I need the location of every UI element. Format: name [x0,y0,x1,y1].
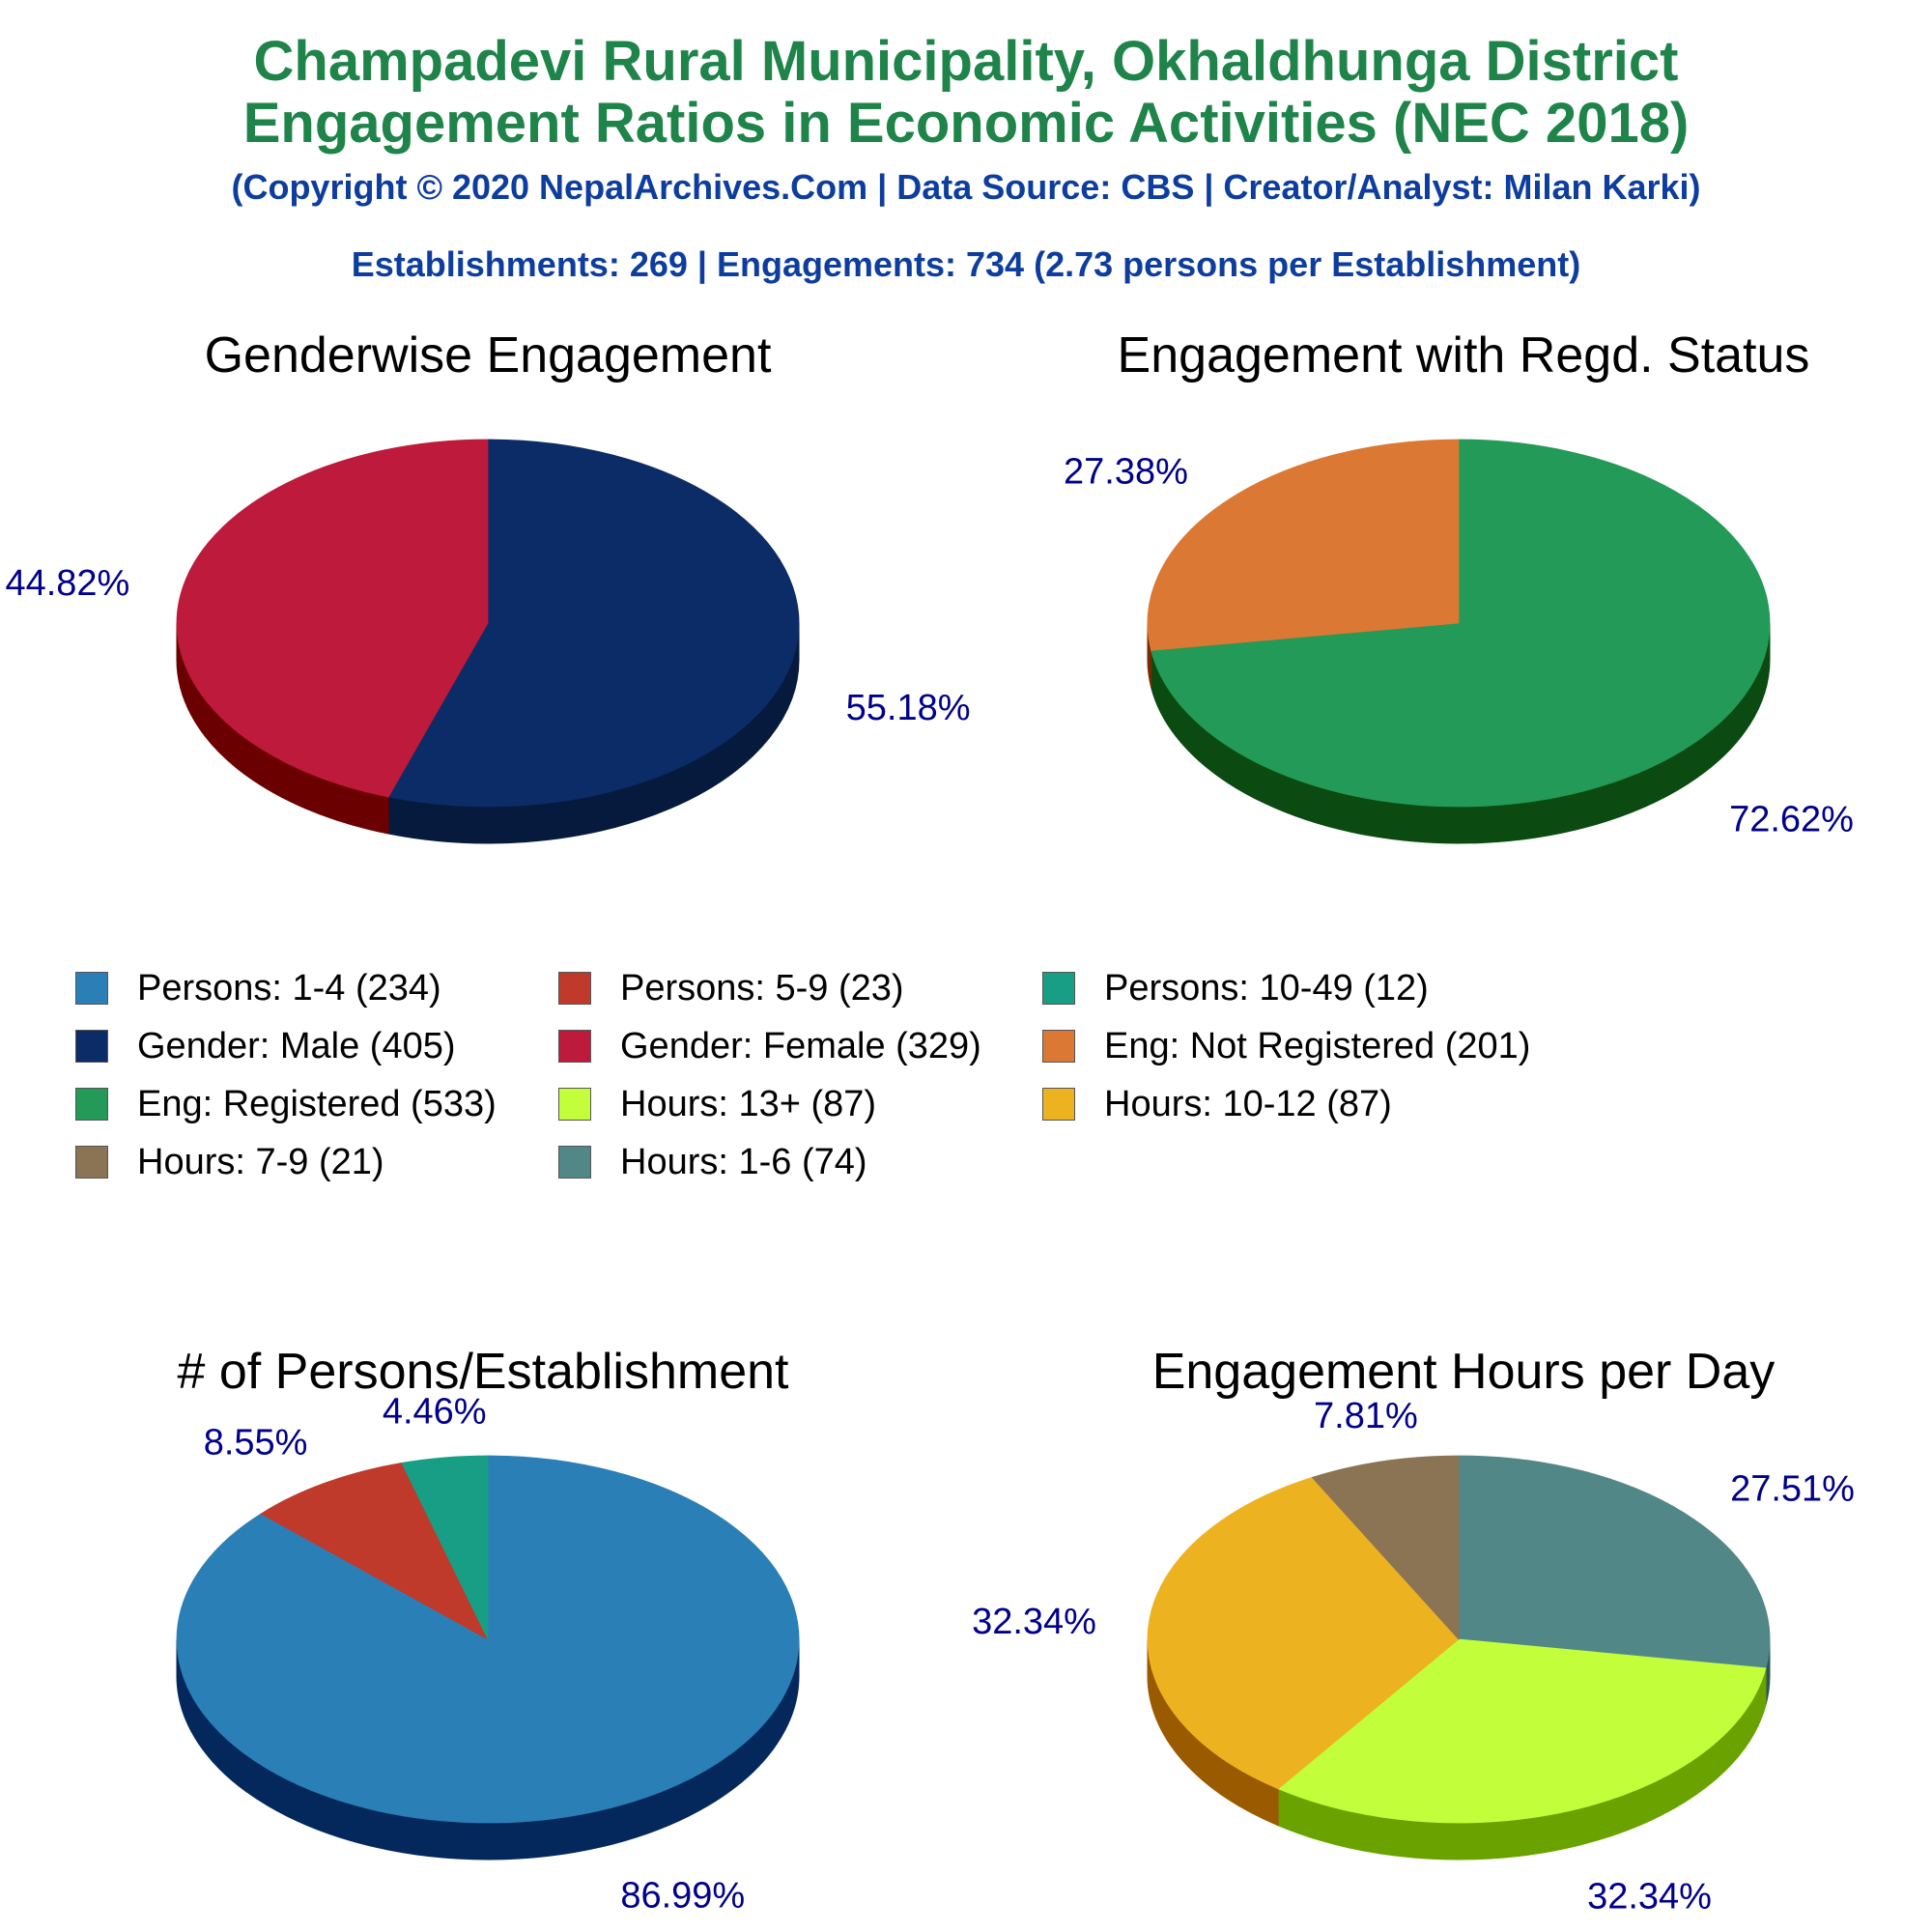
pie-percent-label: 55.18% [846,688,971,728]
pie-percent-label: 44.82% [5,563,129,604]
pie-slice-hours-10-12 [1147,1476,1460,1790]
pie-slice-gender-female [176,439,489,798]
legend-item: Gender: Male (405) [75,1022,456,1070]
legend-item: Hours: 1-6 (74) [558,1138,867,1186]
pie-percent-label: 32.34% [972,1602,1096,1642]
summary-line: Establishments: 269 | Engagements: 734 (… [351,244,1581,284]
pie-title: # of Persons/Establishment [178,1344,790,1400]
pie-slice-hours-7-9 [1311,1455,1460,1641]
legend-swatch [558,1146,591,1179]
legend-label: Hours: 7-9 (21) [137,1141,384,1182]
legend-item: Gender: Female (329) [558,1022,981,1070]
pie-percent-label: 8.55% [204,1423,308,1463]
pie-slice-hours-13 [1277,1638,1767,1824]
legend-item: Hours: 13+ (87) [558,1080,876,1128]
legend-label: Hours: 1-6 (74) [620,1141,867,1182]
legend-item: Persons: 5-9 (23) [558,964,904,1012]
pie-slice-persons-5-9 [260,1462,489,1640]
legend-label: Persons: 5-9 (23) [620,967,904,1009]
legend-swatch [1042,1088,1075,1121]
legend-swatch [75,1146,108,1179]
chart-title-line2: Engagement Ratios in Economic Activities… [242,92,1690,155]
legend-swatch [1042,972,1075,1005]
legend-item: Hours: 10-12 (87) [1042,1080,1392,1128]
legend-swatch [75,972,108,1005]
legend-item: Eng: Registered (533) [75,1080,497,1128]
pie-chart-of-persons-establishment: # of Persons/Establishment 86.99% 8.55% 4.4… [176,1344,800,1917]
legend-swatch [558,1030,591,1063]
pie-title: Engagement Hours per Day [1152,1344,1776,1400]
legend-swatch [75,1088,108,1121]
pie-title: Engagement with Regd. Status [1118,327,1810,384]
pie-slice-eng-not-registered [1147,439,1460,651]
pie-percent-label: 27.51% [1730,1468,1855,1509]
legend-item: Persons: 1-4 (234) [75,964,441,1012]
legend-label: Hours: 10-12 (87) [1104,1083,1392,1124]
pie-chart-engagement-with-regd-status: Engagement with Regd. Status 72.62% 27.38% [1064,327,1854,844]
pie-percent-label: 86.99% [620,1876,745,1917]
legend-swatch [558,1088,591,1121]
legend-swatch [75,1030,108,1063]
legend-label: Persons: 1-4 (234) [137,967,441,1009]
legend-swatch [1042,1030,1075,1063]
legend-item: Hours: 7-9 (21) [75,1138,384,1186]
legend-label: Gender: Male (405) [137,1025,456,1066]
legend-label: Persons: 10-49 (12) [1104,967,1429,1009]
chart-title-line1: Champadevi Rural Municipality, Okhaldhun… [253,30,1679,93]
pie-title: Genderwise Engagement [205,327,772,384]
legend-label: Gender: Female (329) [620,1025,981,1066]
legend-item: Eng: Not Registered (201) [1042,1022,1530,1070]
copyright-note: (Copyright © 2020 NepalArchives.Com | Da… [231,167,1701,207]
pie-percent-label: 7.81% [1314,1396,1418,1436]
pie-slice-hours-1-6 [1458,1455,1771,1669]
legend-item: Persons: 10-49 (12) [1042,964,1429,1012]
pie-slice-gender-male [387,439,800,808]
legend-label: Hours: 13+ (87) [620,1083,877,1124]
pie-chart-genderwise-engagement: Genderwise Engagement 55.18% 44.82% [5,327,971,844]
legend-label: Eng: Not Registered (201) [1104,1025,1531,1066]
pie-slice-persons-10-49 [401,1455,489,1640]
legend-label: Eng: Registered (533) [137,1083,497,1124]
pie-chart-engagement-hours-per-day: Engagement Hours per Day 27.51% 32.34% 32.3… [972,1344,1855,1918]
legend-swatch [558,972,591,1005]
pie-percent-label: 4.46% [383,1391,487,1432]
pie-percent-label: 32.34% [1587,1877,1712,1918]
pie-slice-eng-registered [1151,439,1771,808]
pie-percent-label: 27.38% [1064,452,1188,493]
pie-percent-label: 72.62% [1729,799,1854,839]
